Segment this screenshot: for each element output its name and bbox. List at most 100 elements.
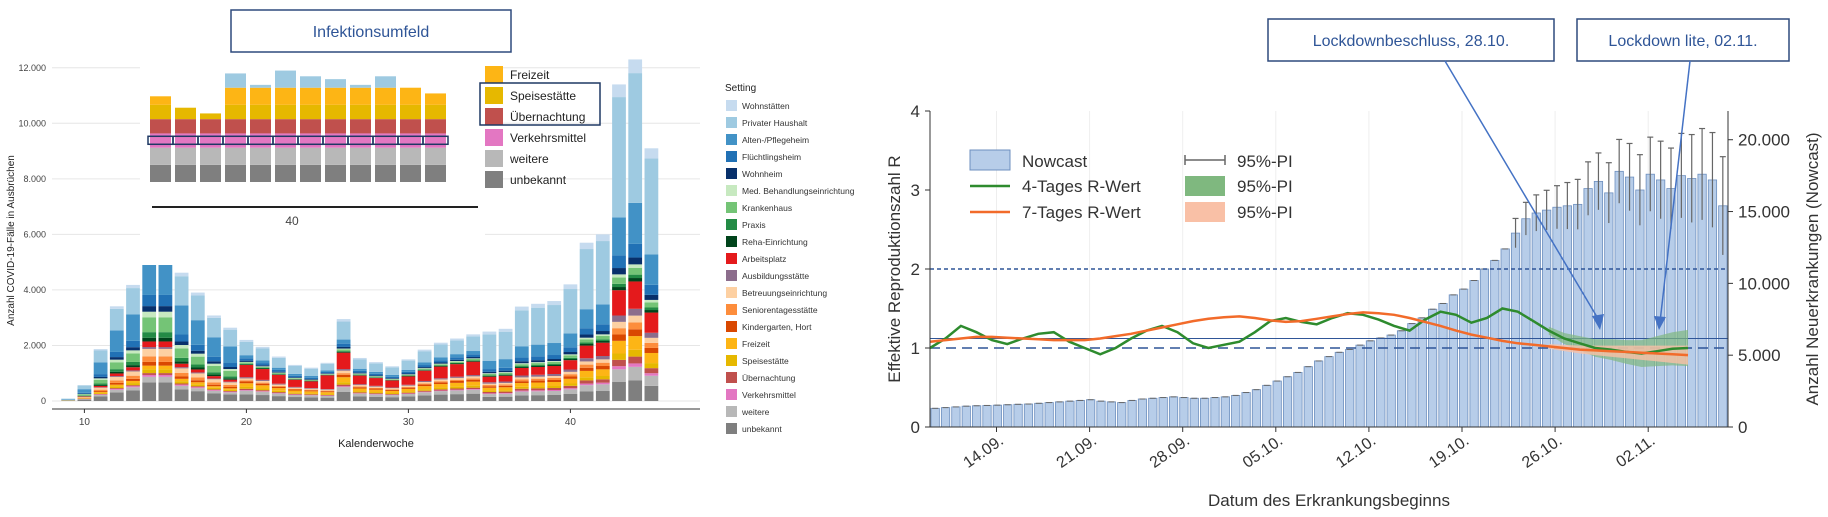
x-tick-label: 40 [565, 417, 577, 428]
bar-segment [482, 360, 497, 370]
bar-segment [531, 344, 545, 357]
bar-segment [417, 369, 432, 371]
bar-segment [158, 332, 173, 338]
bar-segment [369, 378, 383, 386]
legend-swatch [726, 423, 737, 434]
bar-segment [466, 389, 481, 390]
bar-segment [385, 380, 400, 388]
setting-bar-chart: 0 2.000 4.000 6.000 8.000 10.000 12.000 10 20 30 4… [6, 9, 855, 450]
bar-segment [207, 382, 221, 385]
bar-segment [450, 362, 464, 364]
bar-segment [531, 374, 545, 377]
inset-bar-segment [300, 76, 321, 88]
bar-segment [255, 346, 270, 349]
bar-segment [644, 363, 659, 369]
bar-segment [514, 367, 529, 376]
bar-segment [644, 375, 659, 386]
legend-entry: Reha-Einrichtung [742, 237, 808, 247]
inset-bar-segment [200, 164, 221, 182]
bar-segment [466, 354, 481, 358]
bar-segment [466, 385, 481, 388]
nowcast-bar [930, 407, 940, 428]
legend-entry: unbekannt [742, 424, 782, 434]
bar-segment [579, 242, 594, 250]
nowcast-bar [1428, 308, 1438, 428]
bar-segment [369, 389, 383, 393]
bar-segment [644, 284, 659, 295]
bar-segment [271, 392, 286, 394]
bar-segment [239, 394, 254, 401]
bar-segment [401, 374, 416, 376]
nowcast-bar [1542, 209, 1552, 428]
inset-bar-segment [225, 164, 246, 182]
bar-segment [207, 386, 221, 388]
bar-segment [514, 357, 529, 362]
bar-segment [514, 383, 529, 387]
bar-segment [628, 202, 643, 244]
x-tick-label: 30 [403, 417, 415, 428]
inset-bar-segment [225, 104, 246, 120]
bar-segment [207, 337, 221, 357]
nowcast-bar [1500, 248, 1510, 428]
bar-segment [158, 382, 173, 401]
bar-segment [450, 386, 464, 389]
legend-entry: Wohnstätten [742, 101, 790, 111]
bar-segment [579, 345, 594, 359]
bar-segment [174, 357, 189, 362]
bar-segment [109, 388, 124, 390]
bar-segment [612, 283, 626, 288]
bar-segment [126, 371, 140, 376]
bar-segment [385, 394, 400, 395]
bar-segment [142, 348, 157, 357]
x-tick-label: 19.10. [1426, 432, 1472, 471]
bar-segment [595, 369, 610, 377]
legend-entry: weitere [741, 407, 770, 417]
bar-segment [563, 355, 578, 358]
bar-segment [174, 389, 189, 401]
bar-segment [369, 386, 383, 388]
bar-segment [190, 369, 205, 373]
bar-segment [320, 373, 335, 374]
bar-segment [579, 383, 594, 386]
inset-bar-segment [425, 119, 446, 134]
y-tick-label: 6.000 [23, 229, 46, 239]
legend-swatch [726, 304, 737, 315]
bar-segment [174, 384, 189, 386]
x-tick-label: 28.09. [1147, 432, 1193, 471]
bar-segment [158, 347, 173, 349]
legend-entry: Verkehrsmittel [742, 390, 796, 400]
bar-segment [514, 310, 529, 347]
bar-segment [579, 380, 594, 384]
bar-segment [142, 356, 157, 362]
bar-segment [255, 366, 270, 367]
legend-entry: Alten-/Pflegeheim [742, 135, 809, 145]
x-axis-label: Kalenderwoche [338, 438, 414, 450]
bar-segment [612, 366, 626, 370]
bar-segment [77, 385, 92, 390]
inset-legend-entry: Freizeit [510, 68, 550, 82]
bar-segment [255, 365, 270, 367]
bar-segment [61, 398, 76, 400]
inset-bar-segment [275, 119, 296, 134]
bar-segment [401, 387, 416, 389]
bar-segment [417, 362, 432, 366]
bar-segment [93, 384, 108, 386]
bar-segment [223, 391, 238, 393]
bar-segment [628, 59, 643, 74]
inset-bar-segment [250, 104, 271, 120]
annotation-label: Lockdownbeschluss, 28.10. [1313, 33, 1510, 50]
bar-segment [612, 287, 626, 291]
bar-segment [628, 380, 643, 401]
bar-segment [385, 390, 400, 394]
annotation-arrow [1444, 60, 1601, 323]
bar-segment [93, 392, 108, 394]
bar-segment [401, 388, 416, 392]
bar-segment [498, 374, 513, 376]
bar-segment [385, 393, 400, 395]
bar-segment [109, 359, 124, 363]
bar-segment [369, 363, 383, 372]
inset-legend-entry: Verkehrsmittel [510, 131, 586, 145]
bar-segment [628, 73, 643, 203]
bar-segment [158, 369, 173, 374]
